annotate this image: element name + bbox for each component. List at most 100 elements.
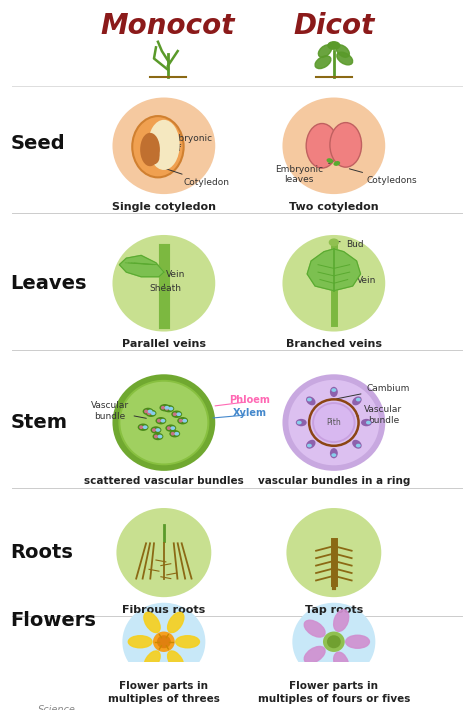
Text: Phloem: Phloem — [229, 395, 270, 405]
Circle shape — [120, 382, 207, 464]
Ellipse shape — [161, 406, 165, 410]
Ellipse shape — [148, 120, 180, 170]
Polygon shape — [307, 249, 361, 290]
Ellipse shape — [337, 52, 353, 65]
Ellipse shape — [137, 423, 148, 431]
Ellipse shape — [329, 239, 338, 246]
Ellipse shape — [304, 621, 325, 637]
Ellipse shape — [168, 407, 173, 410]
Circle shape — [122, 603, 205, 681]
Text: Roots: Roots — [11, 543, 73, 562]
Ellipse shape — [143, 408, 154, 415]
Ellipse shape — [169, 430, 180, 437]
Ellipse shape — [179, 419, 182, 422]
Text: Single cotyledon: Single cotyledon — [112, 202, 216, 212]
Ellipse shape — [155, 417, 166, 425]
Ellipse shape — [306, 124, 338, 168]
Text: Flower parts in
multiples of fours or fives: Flower parts in multiples of fours or fi… — [258, 681, 410, 704]
Ellipse shape — [168, 612, 184, 633]
Circle shape — [117, 508, 211, 597]
Ellipse shape — [164, 406, 169, 410]
Ellipse shape — [182, 419, 187, 422]
Text: scattered vascular bundles: scattered vascular bundles — [84, 476, 244, 486]
Circle shape — [323, 631, 345, 652]
Ellipse shape — [356, 444, 361, 447]
Text: Branched veins: Branched veins — [286, 339, 382, 349]
Text: Fibrous roots: Fibrous roots — [122, 605, 206, 615]
Ellipse shape — [336, 45, 349, 58]
Ellipse shape — [304, 646, 325, 663]
Text: Cotyledon: Cotyledon — [166, 169, 229, 187]
Ellipse shape — [330, 387, 338, 397]
Ellipse shape — [352, 396, 362, 405]
Text: Science: Science — [38, 706, 76, 710]
Text: Xylem: Xylem — [233, 408, 267, 418]
Ellipse shape — [328, 42, 340, 49]
Ellipse shape — [334, 652, 349, 674]
Ellipse shape — [296, 419, 307, 426]
Ellipse shape — [160, 419, 165, 422]
Text: Parallel veins: Parallel veins — [122, 339, 206, 349]
Text: Two cotyledon: Two cotyledon — [289, 202, 379, 212]
Text: Vein: Vein — [346, 273, 376, 285]
Ellipse shape — [144, 612, 160, 633]
Ellipse shape — [147, 410, 153, 413]
Ellipse shape — [366, 421, 371, 425]
Ellipse shape — [315, 56, 331, 69]
Circle shape — [112, 97, 215, 194]
Text: Embryonic
leaves: Embryonic leaves — [275, 163, 331, 184]
Ellipse shape — [171, 432, 175, 435]
Ellipse shape — [165, 425, 176, 432]
Ellipse shape — [159, 404, 170, 411]
Text: Flowers: Flowers — [11, 611, 97, 630]
Circle shape — [112, 235, 215, 332]
Circle shape — [283, 374, 385, 471]
Ellipse shape — [144, 651, 160, 671]
Ellipse shape — [168, 651, 184, 671]
Ellipse shape — [176, 635, 200, 648]
Ellipse shape — [297, 421, 302, 425]
Circle shape — [118, 380, 210, 465]
Circle shape — [312, 402, 356, 443]
Ellipse shape — [167, 426, 171, 430]
Ellipse shape — [151, 411, 155, 415]
Ellipse shape — [176, 413, 181, 416]
Text: Sheath: Sheath — [149, 284, 181, 293]
Text: Vascular
bundle: Vascular bundle — [356, 405, 402, 425]
Ellipse shape — [152, 428, 156, 432]
Ellipse shape — [140, 133, 160, 166]
Ellipse shape — [157, 419, 161, 422]
Text: Embryonic
leaf: Embryonic leaf — [156, 134, 212, 154]
Polygon shape — [119, 256, 164, 277]
Ellipse shape — [153, 433, 164, 440]
Text: Seed: Seed — [11, 134, 65, 153]
Text: Bud: Bud — [337, 240, 364, 249]
Ellipse shape — [306, 396, 316, 405]
Text: Cotyledons: Cotyledons — [349, 169, 417, 185]
Circle shape — [314, 404, 354, 441]
Text: Vein: Vein — [154, 266, 185, 279]
Ellipse shape — [331, 388, 337, 392]
Circle shape — [157, 635, 171, 648]
Text: Stem: Stem — [11, 413, 68, 432]
Circle shape — [283, 97, 385, 194]
Ellipse shape — [165, 407, 169, 410]
Text: Leaves: Leaves — [11, 274, 87, 293]
Text: vascular bundles in a ring: vascular bundles in a ring — [258, 476, 410, 486]
Ellipse shape — [154, 435, 158, 438]
Ellipse shape — [361, 419, 372, 426]
Circle shape — [286, 508, 381, 597]
Ellipse shape — [128, 635, 152, 648]
Text: Cambium: Cambium — [337, 384, 410, 399]
Ellipse shape — [139, 425, 143, 429]
Ellipse shape — [164, 405, 174, 413]
Ellipse shape — [356, 398, 361, 401]
Ellipse shape — [307, 398, 312, 401]
Ellipse shape — [177, 417, 188, 425]
Text: Vascular
bundle: Vascular bundle — [91, 401, 146, 421]
Ellipse shape — [151, 426, 161, 434]
Ellipse shape — [306, 439, 316, 449]
Circle shape — [153, 631, 175, 652]
Circle shape — [327, 635, 341, 648]
Ellipse shape — [147, 411, 151, 415]
